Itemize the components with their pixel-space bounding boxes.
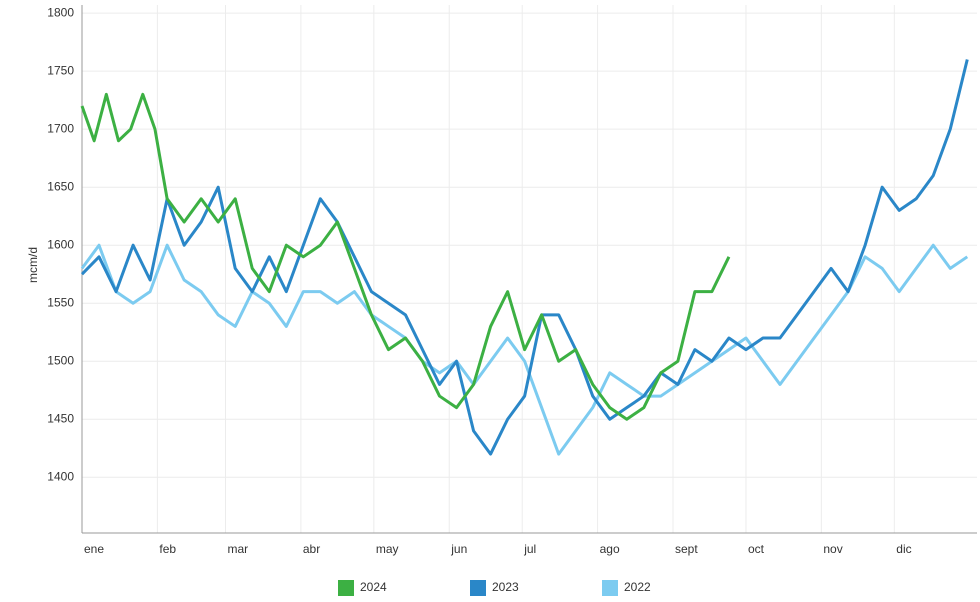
x-tick-label: ago	[600, 542, 620, 556]
x-tick-label: ene	[84, 542, 104, 556]
legend-swatch	[602, 580, 618, 596]
x-tick-label: mar	[227, 542, 248, 556]
x-tick-label: feb	[159, 542, 176, 556]
series-line	[80, 92, 731, 421]
legend-label: 2022	[624, 580, 651, 594]
x-tick-label: oct	[748, 542, 765, 556]
x-tick-label: nov	[823, 542, 842, 556]
x-tick-label: may	[376, 542, 399, 556]
legend-swatch	[338, 580, 354, 596]
y-tick-label: 1450	[47, 411, 74, 425]
legend-swatch	[470, 580, 486, 596]
series-line	[80, 59, 969, 456]
y-tick-label: 1750	[47, 63, 74, 77]
y-tick-label: 1500	[47, 353, 74, 367]
y-tick-label: 1650	[47, 179, 74, 193]
legend-label: 2024	[360, 580, 387, 594]
y-tick-label: 1700	[47, 121, 74, 135]
legend-label: 2023	[492, 580, 519, 594]
x-tick-label: abr	[303, 542, 320, 556]
y-tick-label: 1600	[47, 237, 74, 251]
y-tick-label: 1550	[47, 295, 74, 309]
series-line	[80, 243, 969, 456]
y-tick-label: 1800	[47, 5, 74, 19]
x-tick-label: dic	[896, 542, 911, 556]
x-tick-label: jun	[450, 542, 467, 556]
x-tick-label: sept	[675, 542, 698, 556]
y-axis-label: mcm/d	[26, 247, 40, 283]
x-tick-label: jul	[523, 542, 536, 556]
y-tick-label: 1400	[47, 469, 74, 483]
